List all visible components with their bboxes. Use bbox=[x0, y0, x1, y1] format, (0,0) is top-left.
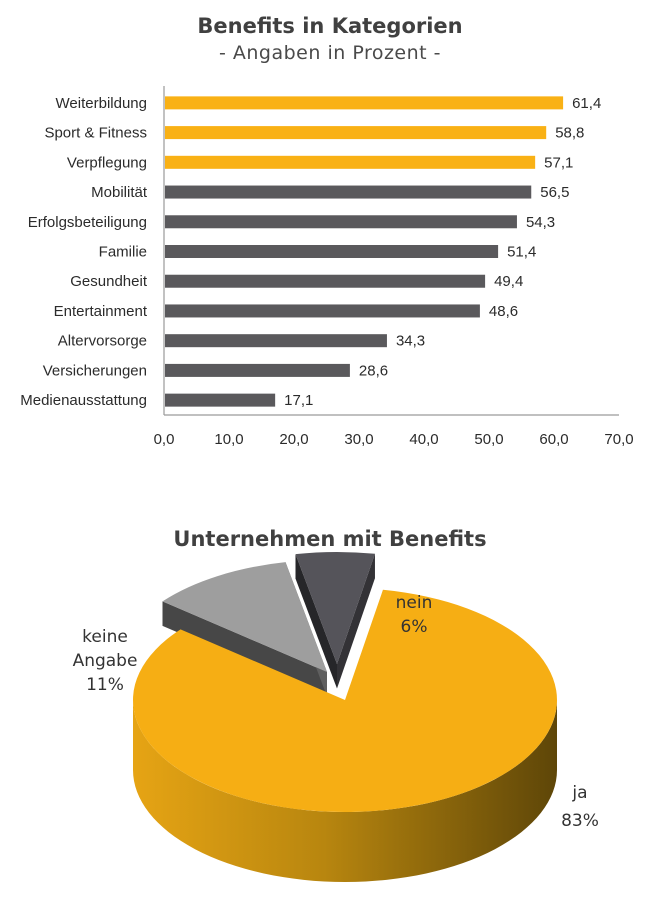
pie-data-label: 83% bbox=[561, 811, 599, 831]
bar bbox=[165, 185, 532, 199]
bar-chart-title: Benefits in Kategorien bbox=[197, 14, 463, 38]
pie-marks: ja 83% keine Angabe 11% nein 6% bbox=[73, 552, 599, 882]
category-label: Sport & Fitness bbox=[44, 125, 147, 142]
pie-slice bbox=[162, 562, 327, 672]
x-tick-label: 30,0 bbox=[344, 431, 373, 448]
bar bbox=[165, 245, 499, 258]
category-label: Entertainment bbox=[54, 303, 148, 320]
pie-data-label: keine bbox=[82, 627, 128, 647]
value-label: 54,3 bbox=[526, 214, 555, 231]
pie-slice-side bbox=[162, 601, 327, 697]
x-tick-label: 20,0 bbox=[279, 431, 308, 448]
bar bbox=[165, 126, 547, 140]
pie-data-label: 11% bbox=[86, 675, 124, 695]
value-label: 57,1 bbox=[544, 154, 573, 171]
x-tick-label: 0,0 bbox=[154, 431, 175, 448]
x-tick-label: 10,0 bbox=[214, 431, 243, 448]
bar-axes: 0,0 10,0 20,0 30,0 40,0 50,0 60,0 70,0 bbox=[154, 86, 634, 448]
pie-chart-title: Unternehmen mit Benefits bbox=[173, 527, 487, 551]
value-label: 56,5 bbox=[540, 184, 569, 201]
bar-chart-subtitle: - Angaben in Prozent - bbox=[218, 42, 442, 64]
value-label: 49,4 bbox=[494, 273, 523, 290]
pie-slice bbox=[133, 589, 557, 813]
bar-chart: Weiterbildung 61,4 Sport & Fitness 58,8 Verp… bbox=[20, 86, 634, 448]
pie-data-label: 6% bbox=[401, 617, 428, 637]
bar bbox=[165, 393, 276, 407]
value-label: 28,6 bbox=[359, 362, 388, 379]
x-tick-label: 50,0 bbox=[474, 431, 503, 448]
pie-slice-side bbox=[295, 554, 337, 689]
bar bbox=[165, 96, 564, 110]
x-tick-label: 40,0 bbox=[409, 431, 438, 448]
bar bbox=[165, 155, 536, 169]
bar bbox=[165, 304, 480, 318]
category-label: Mobilität bbox=[91, 184, 148, 201]
pie-slice-side bbox=[337, 553, 375, 689]
category-label: Medienausstattung bbox=[20, 392, 147, 409]
bar-marks: Weiterbildung 61,4 Sport & Fitness 58,8 Verp… bbox=[20, 95, 601, 409]
value-label: 17,1 bbox=[284, 392, 313, 409]
category-label: Weiterbildung bbox=[56, 95, 147, 112]
value-label: 48,6 bbox=[489, 303, 518, 320]
value-label: 34,3 bbox=[396, 333, 425, 350]
value-label: 58,8 bbox=[555, 125, 584, 142]
category-label: Gesundheit bbox=[70, 273, 148, 290]
pie-data-label: Angabe bbox=[73, 651, 138, 671]
pie-slice-side bbox=[133, 700, 557, 882]
pie-data-label: nein bbox=[396, 593, 433, 613]
bar bbox=[165, 363, 350, 377]
category-label: Versicherungen bbox=[43, 362, 147, 379]
bar bbox=[165, 215, 517, 229]
category-label: Verpflegung bbox=[67, 154, 147, 171]
x-tick-label: 70,0 bbox=[604, 431, 633, 448]
value-label: 61,4 bbox=[572, 95, 601, 112]
bar bbox=[165, 274, 486, 288]
category-label: Familie bbox=[99, 244, 147, 261]
bar bbox=[165, 334, 387, 348]
pie-data-label: ja bbox=[571, 783, 587, 803]
pie-slice bbox=[295, 552, 375, 664]
value-label: 51,4 bbox=[507, 244, 536, 261]
category-label: Altervorsorge bbox=[58, 333, 147, 350]
category-label: Erfolgsbeteiligung bbox=[28, 214, 147, 231]
x-tick-label: 60,0 bbox=[539, 431, 568, 448]
